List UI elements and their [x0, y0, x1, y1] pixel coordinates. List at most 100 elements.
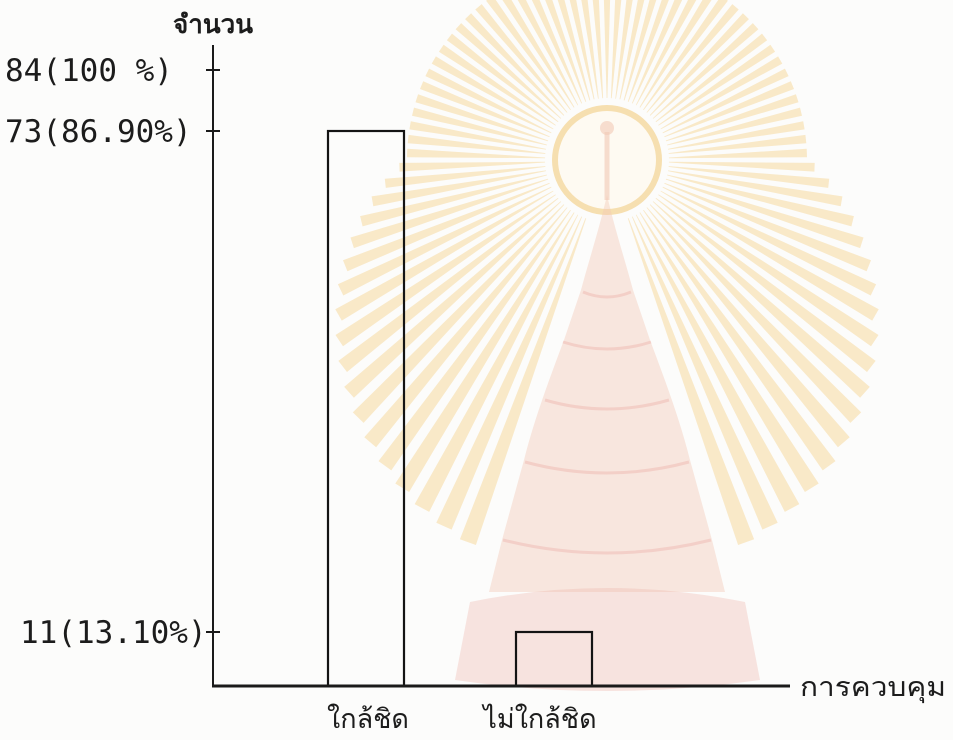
seal-ray: [414, 214, 579, 512]
university-seal-watermark: [335, 0, 879, 691]
seal-tier-line: [582, 290, 632, 299]
seal-ray: [384, 166, 546, 188]
seal-ray: [667, 174, 854, 227]
seal-ray: [649, 204, 862, 423]
seal-ray: [646, 207, 850, 448]
y-tick-label: 73(86.90%): [5, 114, 192, 150]
seal-ray: [378, 209, 571, 471]
seal-ray: [668, 148, 807, 159]
seal-ray: [344, 201, 562, 398]
seal-ray: [335, 190, 554, 321]
seal-ray: [652, 23, 759, 119]
seal-ray: [371, 170, 546, 207]
seal-ray: [545, 0, 587, 102]
seal-ray: [486, 0, 571, 111]
seal-ray: [338, 197, 559, 372]
seal-ray: [502, 0, 575, 108]
seal-ray: [623, 0, 657, 101]
seal-ray: [350, 178, 549, 249]
seal-ray: [655, 33, 768, 123]
seal-ray: [475, 4, 568, 113]
seal-ray: [635, 0, 697, 106]
seal-ray: [668, 134, 807, 154]
y-axis-label: จำนวน: [173, 10, 253, 40]
seal-ray: [395, 212, 575, 492]
x-axis-label: การควบคุม: [800, 672, 946, 704]
seal-ray: [364, 207, 568, 448]
seal-ray: [668, 166, 830, 188]
seal-ray: [592, 0, 604, 99]
seal-ray: [436, 216, 583, 530]
seal-ray: [517, 0, 579, 106]
seal-ray: [635, 214, 800, 512]
seal-ray: [664, 182, 871, 272]
seal-spire-ball: [600, 121, 614, 135]
seal-ray: [619, 0, 645, 100]
seal-ray: [639, 0, 712, 108]
seal-ray: [631, 216, 778, 530]
seal-ray: [360, 174, 547, 227]
seal-ray: [639, 212, 819, 492]
seal-ray: [569, 0, 595, 100]
seal-ray: [407, 134, 546, 154]
seal-pagoda-tiers: [502, 290, 712, 555]
seal-ray: [660, 190, 879, 321]
seal-ray: [465, 13, 565, 116]
seal-ray: [668, 161, 815, 172]
seal-base-cushion: [455, 588, 760, 691]
seal-ray: [658, 194, 879, 347]
seal-ray: [655, 197, 876, 372]
seal-ray: [627, 218, 755, 545]
seal-pagoda: [489, 195, 725, 592]
seal-ray: [603, 0, 611, 98]
seal-ray: [557, 0, 591, 101]
seal-ray: [646, 4, 739, 113]
seal-ray: [425, 68, 552, 134]
seal-ray: [667, 107, 802, 146]
seal-tier-line: [562, 340, 652, 351]
seal-tier-line: [524, 460, 690, 475]
seal-tier-line: [544, 398, 670, 411]
seal-ray: [407, 148, 546, 159]
y-tick-label: 11(13.10%): [20, 615, 207, 651]
seal-ray: [455, 23, 562, 119]
x-category-labels: ใกล้ชิด ไม่ใกล้ชิด: [327, 703, 597, 735]
seal-ray: [335, 194, 556, 347]
seal-ray: [409, 121, 546, 150]
seal-ray: [352, 204, 565, 423]
seal-ray: [658, 44, 776, 126]
seal-ray: [668, 121, 805, 150]
seal-ray: [420, 81, 550, 138]
seal-ray: [459, 218, 587, 545]
seal-ray: [412, 107, 547, 146]
seal-ray: [446, 33, 559, 123]
x-category-label: ไม่ใกล้ชิด: [481, 703, 596, 735]
seal-tier-line: [502, 538, 712, 555]
seal-ray: [649, 13, 749, 116]
x-category-label: ใกล้ชิด: [327, 703, 409, 735]
seal-ray: [631, 0, 683, 104]
seal-ray: [531, 0, 583, 104]
seal-ray: [643, 0, 728, 111]
seal-ray: [660, 56, 783, 130]
seal-ray: [662, 68, 789, 134]
seal-ray: [627, 0, 669, 102]
seal-rays: [335, 0, 879, 545]
seal-ray: [581, 0, 599, 99]
seal-ray: [343, 182, 550, 272]
seal-ray: [665, 178, 864, 249]
seal-ray: [652, 201, 870, 398]
seal-ray: [662, 186, 877, 296]
seal-ray: [668, 170, 843, 207]
seal-ray: [664, 81, 794, 138]
seal-ray: [337, 186, 552, 296]
seal-ray: [431, 56, 554, 130]
seal-ray: [665, 94, 799, 142]
seal-ray: [615, 0, 633, 99]
seal-ray: [610, 0, 622, 99]
seal-ray: [438, 44, 556, 126]
y-tick-label: 84(100 %): [5, 53, 173, 89]
seal-ray: [643, 209, 836, 471]
y-ticks: 84(100 %) 73(86.90%) 11(13.10%): [5, 53, 220, 651]
